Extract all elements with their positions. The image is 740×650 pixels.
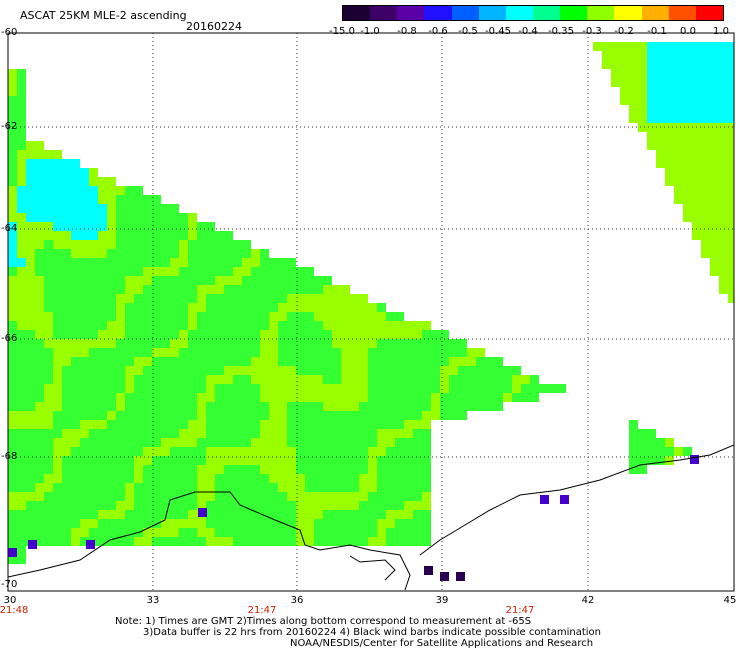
lon-label: 36 [290, 595, 304, 606]
colorbar-tick-label: -0.45 [485, 26, 511, 37]
lon-label: 45 [723, 595, 737, 606]
colorbar-swatch [695, 6, 723, 20]
colorbar-tick-label: -0.5 [458, 26, 478, 37]
lat-label: -64 [1, 223, 18, 234]
lat-label: -66 [1, 333, 18, 344]
map-title: ASCAT 25KM MLE-2 ascending [20, 9, 187, 22]
colorbar-labels: -15.0 -1.0 -0.8 -0.6 -0.5 -0.45 -0.4 -0.35 -0.3 -… [329, 26, 730, 38]
colorbar-tick-label: -0.3 [582, 26, 602, 37]
time-label: 21:47 [247, 605, 277, 616]
colorbar-tick-label: -0.35 [548, 26, 574, 37]
colorbar [342, 5, 724, 21]
colorbar-tick-label: 1.0 [713, 26, 729, 37]
colorbar-swatch [478, 6, 506, 20]
time-label: 21:47 [505, 605, 535, 616]
colorbar-swatch [641, 6, 669, 20]
colorbar-tick-label: 0.0 [680, 26, 696, 37]
colorbar-tick-label: -1.0 [360, 26, 380, 37]
colorbar-swatch [614, 6, 642, 20]
colorbar-swatch [505, 6, 533, 20]
map-date: 20160224 [186, 20, 242, 33]
credit-line: NOAA/NESDIS/Center for Satellite Applica… [290, 638, 594, 649]
colorbar-tick-label: -0.4 [518, 26, 538, 37]
lon-label: 42 [581, 595, 595, 606]
colorbar-tick-label: -0.1 [647, 26, 667, 37]
colorbar-swatch [424, 6, 452, 20]
colorbar-swatch [451, 6, 479, 20]
lon-label: 30 [3, 595, 17, 606]
lon-label: 39 [435, 595, 449, 606]
colorbar-swatch [587, 6, 615, 20]
colorbar-swatch [668, 6, 696, 20]
colorbar-swatch [370, 6, 398, 20]
colorbar-tick-label: -0.6 [428, 26, 448, 37]
colorbar-swatch [560, 6, 588, 20]
gridlines [8, 33, 734, 591]
colorbar-tick-label: -0.8 [397, 26, 417, 37]
lat-label: -68 [1, 451, 18, 462]
colorbar-tick-label: -15.0 [329, 26, 355, 37]
note-line: 3)Data buffer is 22 hrs from 20160224 4)… [143, 627, 601, 638]
lat-label: -60 [1, 27, 18, 38]
swath-layer [8, 42, 734, 581]
lat-label: -62 [1, 121, 18, 132]
colorbar-tick-label: -0.2 [614, 26, 634, 37]
coastline [8, 444, 734, 591]
lat-label: -70 [1, 579, 18, 590]
colorbar-swatch [397, 6, 425, 20]
time-label: 21:48 [0, 605, 29, 616]
colorbar-swatch [532, 6, 561, 20]
plot-frame [7, 32, 735, 592]
note-line: Note: 1) Times are GMT 2)Times along bot… [115, 616, 532, 627]
lon-label: 33 [146, 595, 160, 606]
colorbar-swatch [343, 6, 371, 20]
